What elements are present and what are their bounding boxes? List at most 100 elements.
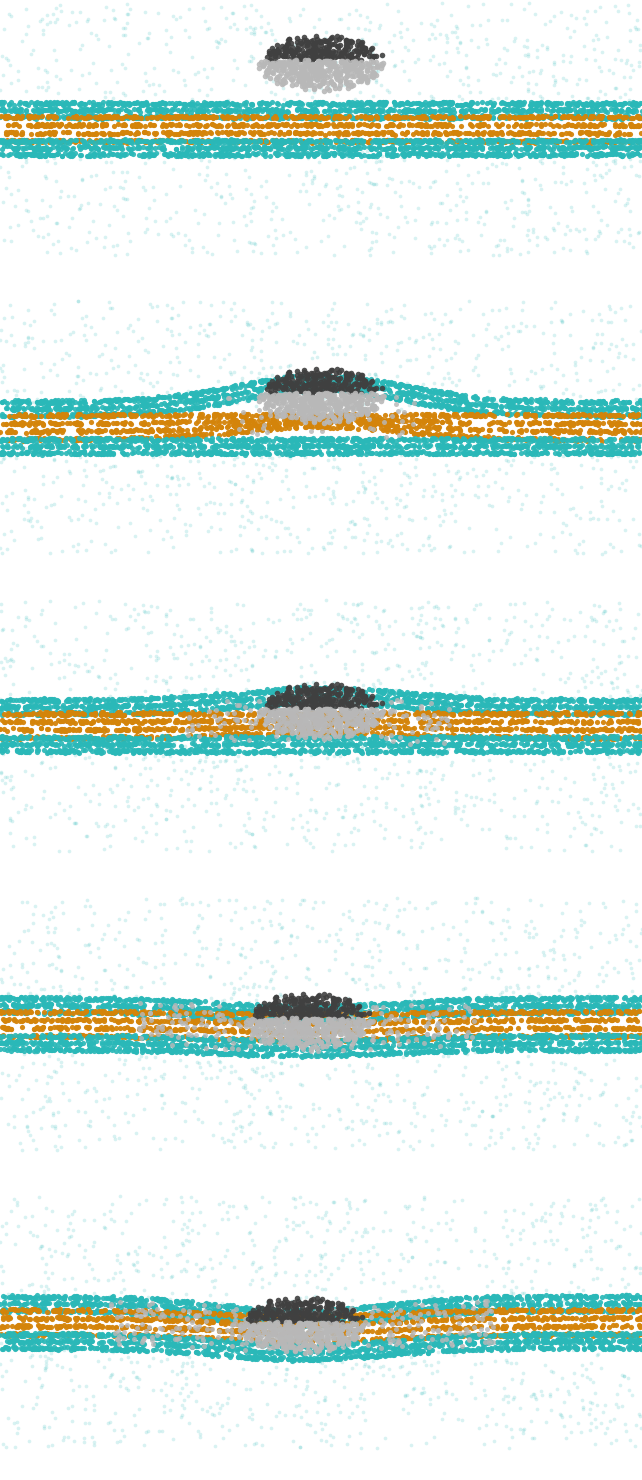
Point [310,741,320,765]
Point [180,699,191,722]
Point [322,995,332,1018]
Point [180,18,190,41]
Point [281,403,291,426]
Point [361,1009,372,1033]
Point [453,725,464,749]
Point [279,1317,290,1341]
Point [112,121,122,145]
Point [177,725,187,749]
Point [74,443,84,466]
Point [437,482,447,506]
Point [241,1311,252,1335]
Point [257,1002,267,1026]
Point [531,419,541,443]
Point [221,144,232,167]
Point [2,703,12,727]
Point [586,1236,596,1259]
Point [108,1000,118,1024]
Point [15,107,26,130]
Point [564,1323,575,1347]
Point [17,1055,27,1079]
Point [373,715,383,739]
Point [314,428,324,451]
Point [463,996,473,1020]
Point [294,1326,304,1350]
Point [508,443,519,466]
Point [245,408,256,432]
Point [326,90,336,114]
Point [412,1341,422,1365]
Point [113,1299,123,1323]
Point [544,1218,555,1242]
Point [222,104,232,127]
Point [286,1333,297,1357]
Point [356,721,366,744]
Point [211,98,221,121]
Point [200,1342,210,1366]
Point [293,1326,304,1350]
Point [632,995,642,1018]
Point [256,1332,266,1356]
Point [469,716,480,740]
Point [266,679,276,703]
Point [583,995,593,1018]
Point [533,718,543,741]
Point [61,697,71,721]
Point [159,1037,169,1061]
Point [299,406,309,429]
Point [394,682,404,706]
Point [265,1100,275,1123]
Point [247,1332,257,1356]
Point [383,104,394,127]
Point [537,129,547,152]
Point [308,1305,318,1329]
Point [487,1316,498,1339]
Point [38,724,48,747]
Point [594,804,604,827]
Point [550,1026,560,1049]
Point [200,136,210,160]
Point [376,1040,386,1064]
Point [30,1024,40,1048]
Point [201,114,211,138]
Point [45,358,55,382]
Point [433,505,444,528]
Point [627,1298,637,1322]
Point [471,426,481,450]
Point [291,679,302,703]
Point [266,1000,276,1024]
Point [68,725,78,749]
Point [358,678,369,702]
Point [504,1286,514,1310]
Point [192,1317,202,1341]
Point [331,987,341,1011]
Point [493,98,503,121]
Point [621,138,632,161]
Point [541,93,551,117]
Point [239,731,249,755]
Point [633,403,642,426]
Point [150,734,160,758]
Point [55,700,65,724]
Point [408,28,419,52]
Point [214,725,224,749]
Point [40,164,50,188]
Point [566,198,577,222]
Point [129,417,139,441]
Point [266,1341,277,1365]
Point [307,407,317,431]
Point [90,401,100,425]
Point [24,1286,35,1310]
Point [526,688,536,712]
Point [462,733,473,756]
Point [337,1320,347,1344]
Point [462,928,472,952]
Point [297,92,307,115]
Point [288,709,299,733]
Point [272,1021,282,1045]
Point [418,422,428,445]
Point [519,0,529,21]
Point [119,434,130,457]
Point [297,996,307,1020]
Point [26,1009,36,1033]
